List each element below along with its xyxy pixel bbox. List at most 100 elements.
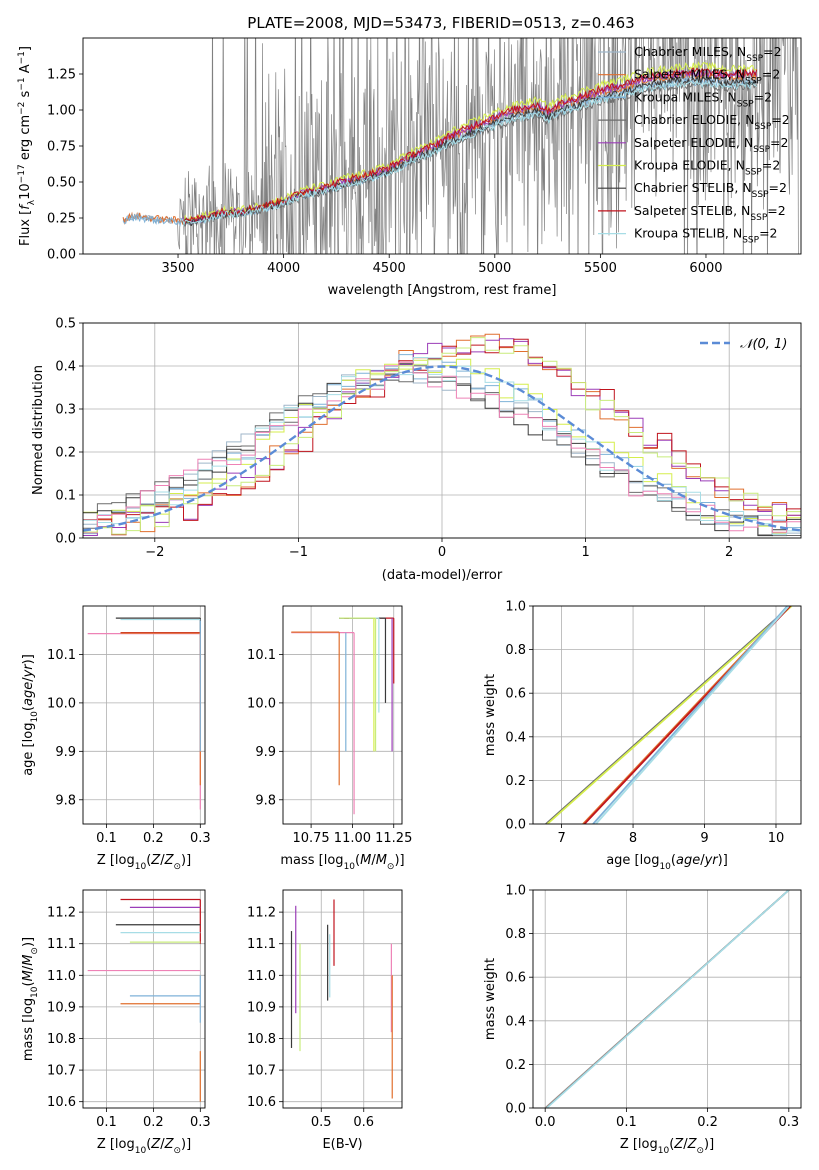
axes-frame [82, 37, 802, 255]
axes-frame [532, 605, 802, 825]
histogram-step-lightgreen [83, 337, 801, 535]
legend-entry: Salpeter MILES, NSSP=2 [634, 67, 780, 87]
x-tick-label: 7 [557, 831, 565, 846]
y-tick-label: 0.00 [47, 248, 76, 263]
x-tick-label: −1 [289, 545, 308, 560]
y-tick-label: 9.8 [55, 793, 76, 808]
y-tick-label: 0.50 [47, 176, 76, 191]
y-tick-label: 0.2 [505, 774, 526, 789]
legend-entry: Chabrier STELIB, NSSP=2 [634, 180, 787, 200]
y-axis-label: age [log10(age/yr)] [21, 654, 40, 776]
y-tick-label: 0.2 [55, 446, 76, 461]
weight-line [592, 606, 789, 824]
legend-entry: Salpeter ELODIE, NSSP=2 [634, 135, 788, 155]
y-tick-label: 0.6 [505, 971, 526, 986]
axes-frame [282, 889, 403, 1109]
y-tick-label: 11.2 [47, 906, 76, 921]
plot-area-spectrum [122, 38, 799, 254]
y-tick-label: 11.0 [47, 969, 76, 984]
x-tick-label: 0.1 [616, 1115, 637, 1130]
legend: 𝒩(0, 1) [700, 337, 787, 352]
y-tick-label: 11.0 [247, 969, 276, 984]
x-axis-label: (data-model)/error [382, 568, 503, 583]
x-tick-label: 0.3 [778, 1115, 799, 1130]
panel-age-vs-mass: 10.75 11.00 11.25 9.8 9.9 10.0 10.1 mass [log10… [247, 605, 412, 872]
x-tick-label: 0.1 [96, 831, 117, 846]
y-tick-label: 10.8 [247, 1032, 276, 1047]
x-axis-label: Z [log10(Z/Z⊙)] [97, 1137, 191, 1156]
panel-mass-vs-ebv: 0.5 0.6 10.6 10.7 10.8 10.9 11.0 11.1 11.2 E(B-V) [247, 889, 403, 1152]
plot-area-mass-vs-z [87, 898, 201, 1102]
figure-title: PLATE=2008, MJD=53473, FIBERID=0513, z=0… [247, 14, 634, 32]
plot-area-weight-vs-z [544, 890, 790, 1108]
x-tick-label: 0.3 [190, 1115, 211, 1130]
legend-entry: Kroupa ELODIE, NSSP=2 [634, 158, 780, 178]
y-tick-label: 0.8 [505, 643, 526, 658]
x-tick-label: 0.2 [697, 1115, 718, 1130]
weight-line [545, 606, 791, 824]
y-tick-label: 11.1 [47, 937, 76, 952]
x-axis-label: E(B-V) [322, 1137, 362, 1152]
x-axis-label: age [log10(age/yr)] [606, 853, 728, 872]
y-tick-label: 10.1 [47, 648, 76, 663]
y-tick-label: 0.25 [47, 212, 76, 227]
y-tick-label: 1.25 [47, 68, 76, 83]
y-axis-label: Normed distribution [31, 365, 46, 495]
x-tick-label: 4000 [267, 261, 300, 276]
panel-mass-vs-z: 0.1 0.2 0.3 10.6 10.7 10.8 10.9 11.0 11.1 11.2 Z [… [21, 889, 211, 1156]
y-tick-label: 10.8 [47, 1032, 76, 1047]
y-tick-label: 9.8 [255, 793, 276, 808]
y-tick-label: 10.0 [247, 696, 276, 711]
panel-age-vs-z: 0.1 0.2 0.3 9.8 9.9 10.0 10.1 Z [log10(Z/Z⊙)] ag… [21, 605, 211, 872]
x-tick-label: −2 [145, 545, 164, 560]
x-tick-label: 4500 [373, 261, 406, 276]
y-tick-label: 0.0 [55, 532, 76, 547]
legend-entry: Salpeter STELIB, NSSP=2 [634, 203, 786, 223]
plot-area-residuals [83, 333, 801, 537]
y-tick-label: 0.0 [505, 818, 526, 833]
y-tick-label: 0.75 [47, 140, 76, 155]
y-tick-label: 10.1 [247, 648, 276, 663]
x-tick-label: 3500 [161, 261, 194, 276]
y-tick-label: 0.4 [505, 1014, 526, 1029]
normal-curve-line [83, 365, 801, 532]
x-tick-label: 8 [629, 831, 637, 846]
axes-frame [282, 605, 403, 825]
x-tick-label: 0.1 [96, 1115, 117, 1130]
x-tick-label: 0 [438, 545, 446, 560]
model-line-kroupa_stelib [182, 79, 758, 227]
legend-entry: Chabrier ELODIE, NSSP=2 [634, 112, 790, 132]
plot-area-weight-vs-age [545, 606, 793, 824]
model-line-chabrier_stelib [182, 75, 757, 227]
weight-line [546, 606, 793, 824]
y-tick-label: 10.0 [47, 696, 76, 711]
x-tick-label: 11.00 [334, 831, 371, 846]
y-tick-label: 0.1 [55, 489, 76, 504]
plot-area-mass-vs-ebv [290, 899, 393, 1099]
histogram-step-salpeter_stelib [83, 338, 801, 536]
x-tick-label: 0.3 [190, 831, 211, 846]
x-tick-label: 11.25 [375, 831, 412, 846]
x-axis-label: wavelength [Angstrom, rest frame] [328, 283, 557, 298]
axes-frame [82, 322, 802, 539]
y-tick-label: 11.1 [247, 937, 276, 952]
x-tick-label: 1 [581, 545, 589, 560]
y-tick-label: 0.5 [55, 317, 76, 332]
x-tick-label: 10.75 [292, 831, 329, 846]
x-tick-label: 0.2 [143, 831, 164, 846]
x-tick-label: 5500 [584, 261, 617, 276]
panel-weight-vs-z: 0.0 0.1 0.2 0.3 0.0 0.2 0.4 0.6 0.8 1.0 Z [log10(Z… [483, 884, 802, 1156]
y-tick-label: 0.4 [55, 360, 76, 375]
y-tick-label: 0.8 [505, 927, 526, 942]
x-tick-label: 0.2 [143, 1115, 164, 1130]
axes-frame [532, 889, 802, 1109]
y-tick-label: 0.6 [505, 687, 526, 702]
x-tick-label: 0.6 [353, 1115, 374, 1130]
legend: Chabrier MILES, NSSP=2 Salpeter MILES, NS… [598, 44, 790, 246]
histogram-step-kroupa_elodie [83, 358, 801, 534]
y-tick-label: 10.6 [47, 1095, 76, 1110]
plot-area-age-vs-z [87, 617, 201, 810]
weight-line [546, 890, 790, 1108]
y-axis-label: mass [log10(M/M⊙)] [21, 937, 40, 1061]
